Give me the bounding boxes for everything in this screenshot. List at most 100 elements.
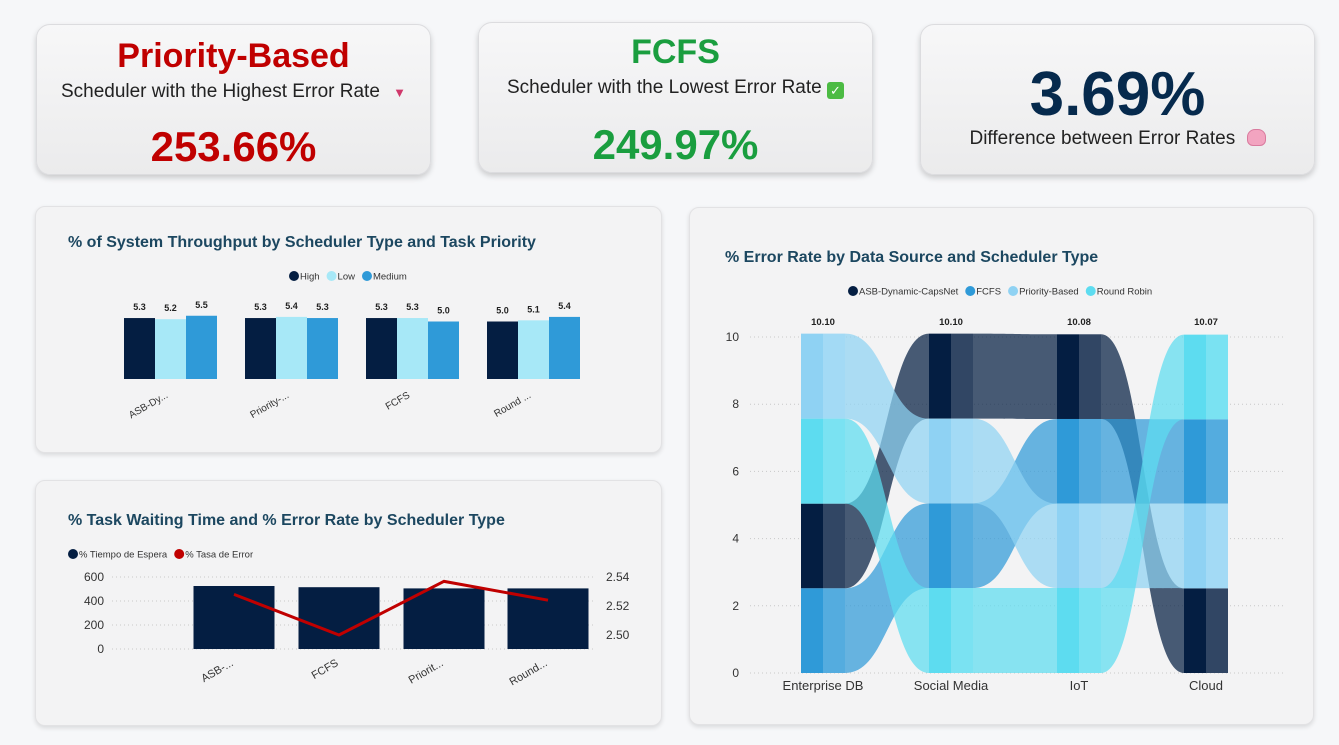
throughput-bar bbox=[307, 318, 338, 379]
error-ribbon bbox=[973, 587, 1057, 673]
waiting-y-tick: 200 bbox=[84, 618, 104, 632]
throughput-x-tick: FCFS bbox=[384, 390, 412, 413]
throughput-data-label: 5.2 bbox=[164, 303, 177, 313]
error-bar-shade bbox=[823, 418, 845, 504]
error-total-label: 10.07 bbox=[1194, 317, 1218, 328]
error-bar-shade bbox=[1079, 587, 1101, 673]
waiting-y-tick: 600 bbox=[84, 570, 104, 584]
error-bar-segment bbox=[1057, 587, 1101, 673]
throughput-bar bbox=[518, 320, 549, 379]
error-legend-label: Round Robin bbox=[1097, 287, 1152, 298]
kpi-lowest-subtitle-text: Scheduler with the Lowest Error Rate bbox=[507, 77, 822, 98]
throughput-bar bbox=[276, 316, 307, 379]
waiting-y-tick: 400 bbox=[84, 594, 104, 608]
error-bar-segment bbox=[801, 333, 845, 419]
throughput-data-label: 5.4 bbox=[558, 301, 571, 311]
check-icon: ✓ bbox=[827, 82, 844, 99]
waiting-bar bbox=[507, 588, 589, 649]
error-bar-segment bbox=[1184, 334, 1228, 420]
error-bar-shade bbox=[1079, 418, 1101, 504]
error-bar-shade bbox=[823, 333, 845, 419]
error-bar-segment bbox=[929, 333, 973, 419]
throughput-panel: % of System Throughput by Scheduler Type… bbox=[35, 206, 662, 453]
error-bar-shade bbox=[1079, 503, 1101, 588]
error-bar-segment bbox=[1057, 334, 1101, 419]
throughput-data-label: 5.0 bbox=[437, 306, 450, 316]
error-bar-segment bbox=[801, 418, 845, 504]
error-legend-swatch bbox=[965, 286, 976, 296]
kpi-highest-title: Priority-Based bbox=[117, 37, 350, 75]
error-ribbon bbox=[973, 333, 1057, 419]
throughput-bar bbox=[428, 321, 459, 379]
error-bar-shade bbox=[1079, 334, 1101, 419]
throughput-data-label: 5.1 bbox=[527, 304, 540, 314]
throughput-data-label: 5.3 bbox=[375, 302, 388, 312]
kpi-lowest-title: FCFS bbox=[631, 33, 720, 71]
throughput-data-label: 5.5 bbox=[195, 300, 208, 310]
error-y-tick: 0 bbox=[732, 666, 739, 680]
throughput-chart: High Low Medium 5.3 5.2 5.5 ASB-Dy... 5.3 5.4 5.3… bbox=[124, 271, 580, 421]
error-bar-segment bbox=[1057, 503, 1101, 588]
throughput-legend-swatch bbox=[289, 271, 299, 281]
error-bar-segment bbox=[1057, 418, 1101, 504]
throughput-bar bbox=[366, 318, 397, 379]
throughput-bar bbox=[155, 319, 186, 379]
error-panel: % Error Rate by Data Source and Schedule… bbox=[689, 207, 1314, 725]
waiting-legend-label: % Tiempo de Espera bbox=[79, 550, 168, 561]
throughput-data-label: 5.4 bbox=[285, 301, 298, 311]
error-ribbon bbox=[845, 333, 929, 504]
error-bar-shade bbox=[1206, 503, 1228, 589]
throughput-legend-swatch bbox=[361, 271, 372, 281]
waiting-x-tick: FCFS bbox=[310, 657, 341, 682]
kpi-difference-subtitle: Difference between Error Rates bbox=[921, 128, 1314, 150]
error-bar-shade bbox=[1206, 419, 1228, 504]
kpi-card-highest: Priority-Based Scheduler with the Highes… bbox=[36, 24, 431, 175]
error-legend-swatch bbox=[1008, 286, 1019, 296]
waiting-legend-swatch bbox=[68, 549, 78, 559]
error-y-tick: 6 bbox=[732, 464, 739, 478]
error-y-tick: 2 bbox=[732, 599, 739, 613]
throughput-legend-label: Medium bbox=[373, 272, 407, 283]
error-legend-swatch bbox=[1085, 286, 1096, 296]
waiting-y-tick: 0 bbox=[97, 642, 104, 656]
waiting-legend-label: % Tasa de Error bbox=[185, 550, 253, 561]
error-bar-shade bbox=[951, 587, 973, 673]
error-bar-shade bbox=[951, 418, 973, 504]
error-bar-segment bbox=[801, 503, 845, 589]
waiting-y2-tick: 2.50 bbox=[606, 628, 630, 642]
waiting-x-tick: Round... bbox=[507, 657, 549, 688]
error-ribbon bbox=[973, 418, 1057, 588]
waiting-x-tick: Priorit... bbox=[407, 657, 446, 686]
throughput-legend-label: High bbox=[300, 272, 320, 283]
error-bar-segment bbox=[1184, 503, 1228, 589]
error-ribbon bbox=[845, 418, 929, 673]
kpi-difference-value: 3.69% bbox=[1029, 60, 1206, 129]
waiting-legend-swatch bbox=[174, 549, 185, 559]
waiting-bar bbox=[193, 586, 275, 649]
throughput-x-tick: Priority-... bbox=[248, 390, 291, 421]
kpi-highest-subtitle-text: Scheduler with the Highest Error Rate bbox=[60, 81, 380, 102]
error-bar-segment bbox=[929, 503, 973, 588]
error-ribbon bbox=[1101, 334, 1184, 673]
error-bar-segment bbox=[929, 587, 973, 673]
throughput-title: % of System Throughput by Scheduler Type… bbox=[68, 234, 536, 251]
kpi-card-difference: 3.69% Difference between Error Rates bbox=[920, 24, 1315, 175]
error-bar-shade bbox=[823, 503, 845, 589]
error-x-tick: Enterprise DB bbox=[783, 678, 864, 693]
throughput-data-label: 5.3 bbox=[133, 302, 146, 312]
error-legend-label: ASB-Dynamic-CapsNet bbox=[859, 287, 959, 298]
error-bar-shade bbox=[951, 333, 973, 419]
throughput-bar bbox=[186, 315, 217, 379]
error-legend-swatch bbox=[848, 286, 858, 296]
error-title: % Error Rate by Data Source and Schedule… bbox=[725, 249, 1099, 266]
waiting-x-tick: ASB-... bbox=[199, 657, 235, 685]
kpi-card-lowest: FCFS Scheduler with the Lowest Error Rat… bbox=[478, 22, 873, 173]
error-x-tick: Cloud bbox=[1189, 678, 1223, 693]
throughput-x-tick: ASB-Dy... bbox=[127, 390, 170, 421]
error-ribbon bbox=[845, 333, 929, 589]
error-y-tick: 10 bbox=[726, 330, 740, 344]
kpi-difference-subtitle-text: Difference between Error Rates bbox=[969, 128, 1236, 149]
throughput-data-label: 5.3 bbox=[406, 302, 419, 312]
waiting-bar bbox=[403, 588, 485, 649]
waiting-panel: % Task Waiting Time and % Error Rate by … bbox=[35, 480, 662, 726]
